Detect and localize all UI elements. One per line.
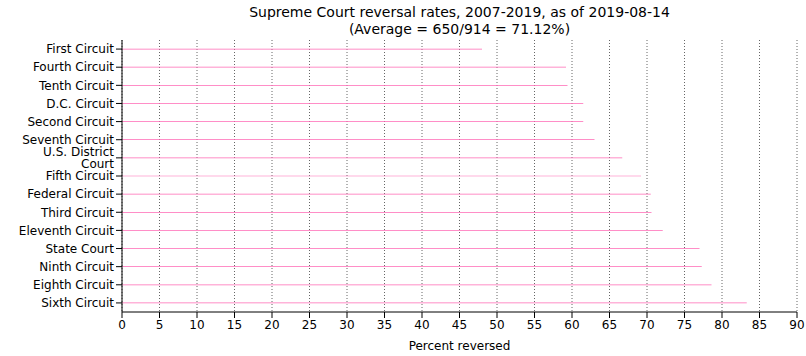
- html-text:(Average = 650/914 = 71.12%): (Average = 650/914 = 71.12%): [348, 21, 571, 37]
- svg-text:40: 40: [414, 318, 429, 332]
- svg-text:65: 65: [602, 318, 617, 332]
- svg-text:15: 15: [227, 318, 242, 332]
- svg-text:D.C. Circuit: D.C. Circuit: [46, 97, 114, 111]
- svg-text:75: 75: [677, 318, 692, 332]
- svg-text:Tenth Circuit: Tenth Circuit: [38, 79, 114, 93]
- svg-text:50: 50: [489, 318, 504, 332]
- svg-text:Fifth Circuit: Fifth Circuit: [46, 169, 114, 183]
- svg-text:90: 90: [789, 318, 798, 332]
- svg-text:80: 80: [714, 318, 729, 332]
- svg-text:30: 30: [339, 318, 354, 332]
- svg-text:55: 55: [527, 318, 542, 332]
- svg-text:60: 60: [564, 318, 579, 332]
- svg-text:45: 45: [452, 318, 467, 332]
- svg-text:35: 35: [377, 318, 392, 332]
- svg-text:85: 85: [752, 318, 767, 332]
- svg-text:Second Circuit: Second Circuit: [27, 115, 114, 129]
- svg-text:5: 5: [156, 318, 164, 332]
- svg-text:U.S. DistrictCourt: U.S. DistrictCourt: [43, 145, 114, 171]
- svg-text:Eighth Circuit: Eighth Circuit: [33, 278, 114, 292]
- svg-text:Seventh Circuit: Seventh Circuit: [22, 133, 114, 147]
- svg-text:Eleventh Circuit: Eleventh Circuit: [19, 224, 114, 238]
- svg-text:25: 25: [302, 318, 317, 332]
- svg-text:Third Circuit: Third Circuit: [40, 206, 114, 220]
- svg-text:Federal Circuit: Federal Circuit: [27, 187, 114, 201]
- svg-text:70: 70: [639, 318, 654, 332]
- html-text:Supreme Court reversal rates,: Supreme Court reversal rates, 2007-2019,…: [249, 4, 670, 20]
- svg-text:Percent reversed: Percent reversed: [409, 339, 511, 353]
- svg-text:Fourth Circuit: Fourth Circuit: [33, 60, 114, 74]
- svg-text:20: 20: [264, 318, 279, 332]
- svg-text:0: 0: [118, 318, 126, 332]
- svg-text:Sixth Circuit: Sixth Circuit: [41, 296, 114, 310]
- svg-text:First Circuit: First Circuit: [46, 42, 114, 56]
- svg-text:10: 10: [189, 318, 204, 332]
- svg-text:Ninth Circuit: Ninth Circuit: [39, 260, 114, 274]
- svg-text:State Court: State Court: [45, 242, 114, 256]
